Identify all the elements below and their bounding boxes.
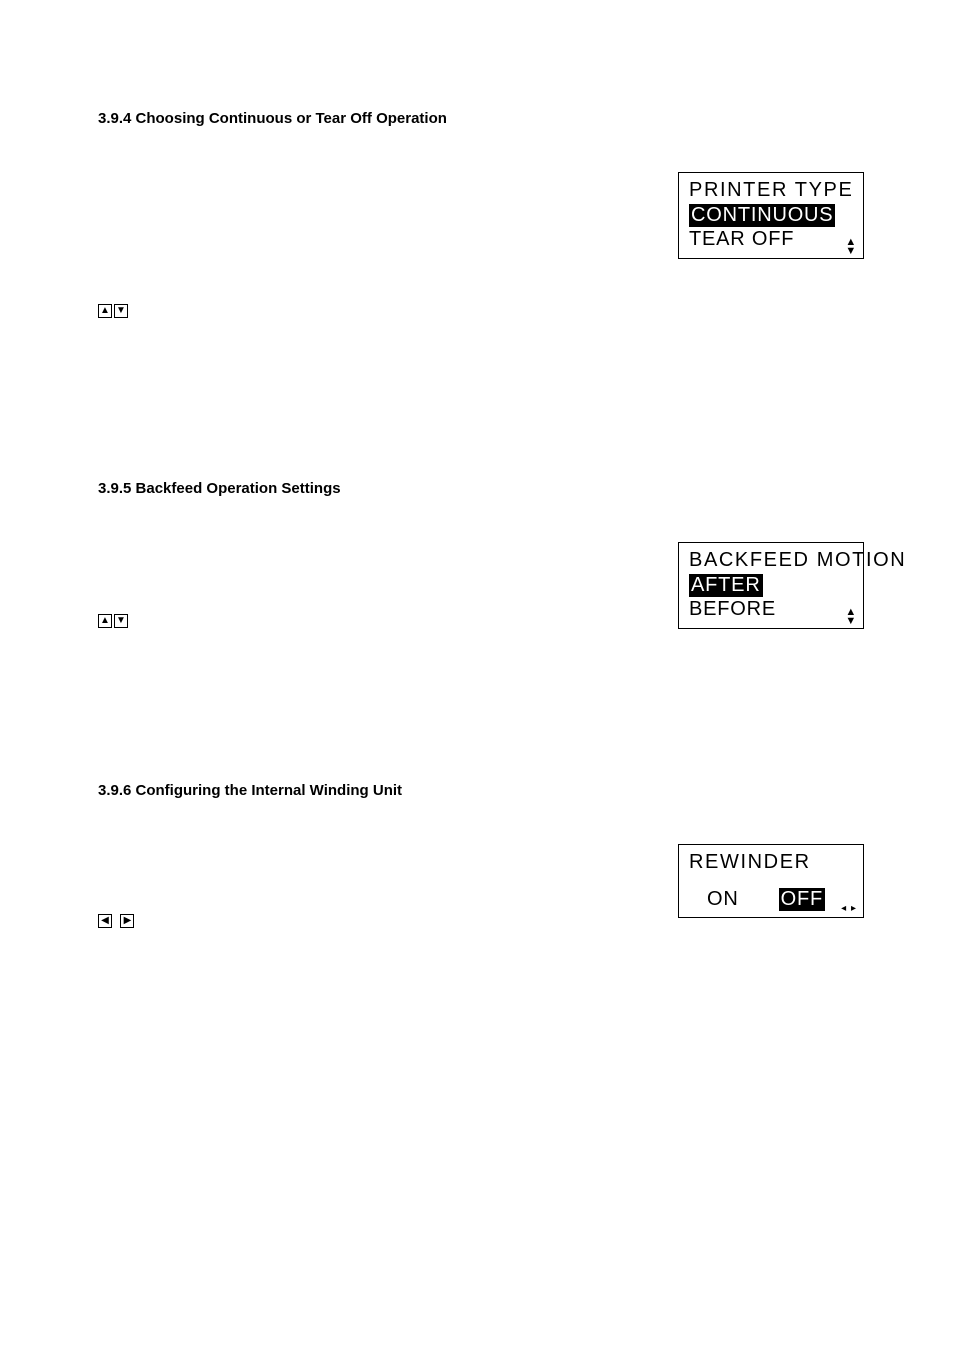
up-arrow-icon: ▲: [98, 614, 112, 628]
nav-leftright-icon: ◂ ▸: [841, 903, 857, 914]
lcd-option-on: ON: [707, 888, 739, 911]
up-arrow-icon: ▲: [98, 304, 112, 318]
lcd-option-selected: AFTER: [689, 574, 763, 597]
lcd-option-continuous: CONTINUOUS: [689, 204, 853, 227]
lcd-title: PRINTER TYPE: [689, 179, 853, 202]
lcd-backfeed-motion: BACKFEED MOTION AFTER BEFORE ▲▼: [678, 542, 864, 629]
lcd-option-after: AFTER: [689, 574, 853, 597]
lcd-option-selected: CONTINUOUS: [689, 204, 835, 227]
lcd-option-before: BEFORE: [689, 598, 853, 621]
nav-updown-icon: ▲▼: [845, 608, 857, 626]
nav-updown-icon: ▲▼: [845, 238, 857, 256]
lcd-option-tearoff: TEAR OFF: [689, 228, 853, 251]
arrow-keys-updown: ▲▼: [98, 614, 128, 628]
lcd-option-off-selected: OFF: [779, 888, 825, 911]
lcd-rewinder: REWINDER ON OFF ◂ ▸: [678, 844, 864, 918]
lcd-printer-type: PRINTER TYPE CONTINUOUS TEAR OFF ▲▼: [678, 172, 864, 259]
section-heading: 3.9.5 Backfeed Operation Settings: [98, 480, 864, 497]
left-arrow-icon: ◀: [98, 914, 112, 928]
arrow-keys-updown: ▲▼: [98, 304, 128, 318]
section-heading: 3.9.6 Configuring the Internal Winding U…: [98, 782, 864, 799]
right-arrow-icon: ▶: [120, 914, 134, 928]
down-arrow-icon: ▼: [114, 614, 128, 628]
lcd-title: REWINDER: [689, 851, 853, 874]
lcd-title: BACKFEED MOTION: [689, 549, 853, 572]
arrow-keys-leftright: ◀ ▶: [98, 914, 134, 932]
down-arrow-icon: ▼: [114, 304, 128, 318]
section-heading: 3.9.4 Choosing Continuous or Tear Off Op…: [98, 110, 864, 127]
